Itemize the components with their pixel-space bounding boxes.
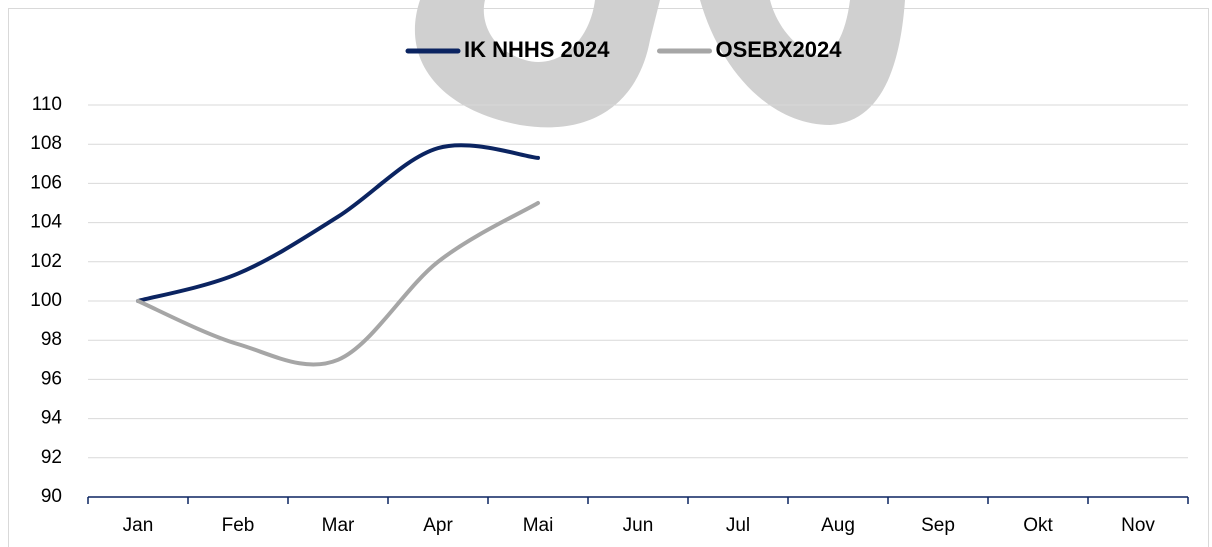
x-tick-label: Mar <box>322 515 355 536</box>
y-tick-label: 104 <box>30 212 62 233</box>
y-tick-label: 90 <box>41 486 62 507</box>
x-tick-label: Jun <box>623 515 654 536</box>
x-tick-label: Aug <box>821 515 855 536</box>
x-tick-label: Mai <box>523 515 554 536</box>
x-tick-label: Apr <box>423 515 453 536</box>
legend-label: OSEBX2024 <box>716 37 843 62</box>
y-tick-label: 96 <box>41 368 62 389</box>
x-tick-label: Jan <box>123 515 154 536</box>
x-tick-label: Nov <box>1121 515 1155 536</box>
legend-label: IK NHHS 2024 <box>464 37 610 62</box>
x-tick-label: Jul <box>726 515 750 536</box>
y-tick-label: 108 <box>30 133 62 154</box>
x-tick-label: Okt <box>1023 515 1053 536</box>
watermark <box>700 0 905 125</box>
y-tick-label: 92 <box>41 447 62 468</box>
y-tick-label: 110 <box>32 94 62 115</box>
plot <box>138 145 538 364</box>
y-tick-label: 102 <box>30 251 62 272</box>
y-tick-label: 98 <box>41 329 62 350</box>
line-series <box>138 145 538 301</box>
y-tick-label: 94 <box>41 408 63 429</box>
grid <box>88 105 1188 504</box>
chart: 90 92 94 96 98 100 102 104 106 108 110 Jan Feb Mar Apr… <box>0 0 1212 547</box>
watermark <box>415 0 660 127</box>
x-tick-label: Feb <box>222 515 255 536</box>
x-tick-label: Sep <box>921 515 955 536</box>
y-tick-label: 100 <box>30 290 62 311</box>
y-tick-label: 106 <box>30 172 62 193</box>
